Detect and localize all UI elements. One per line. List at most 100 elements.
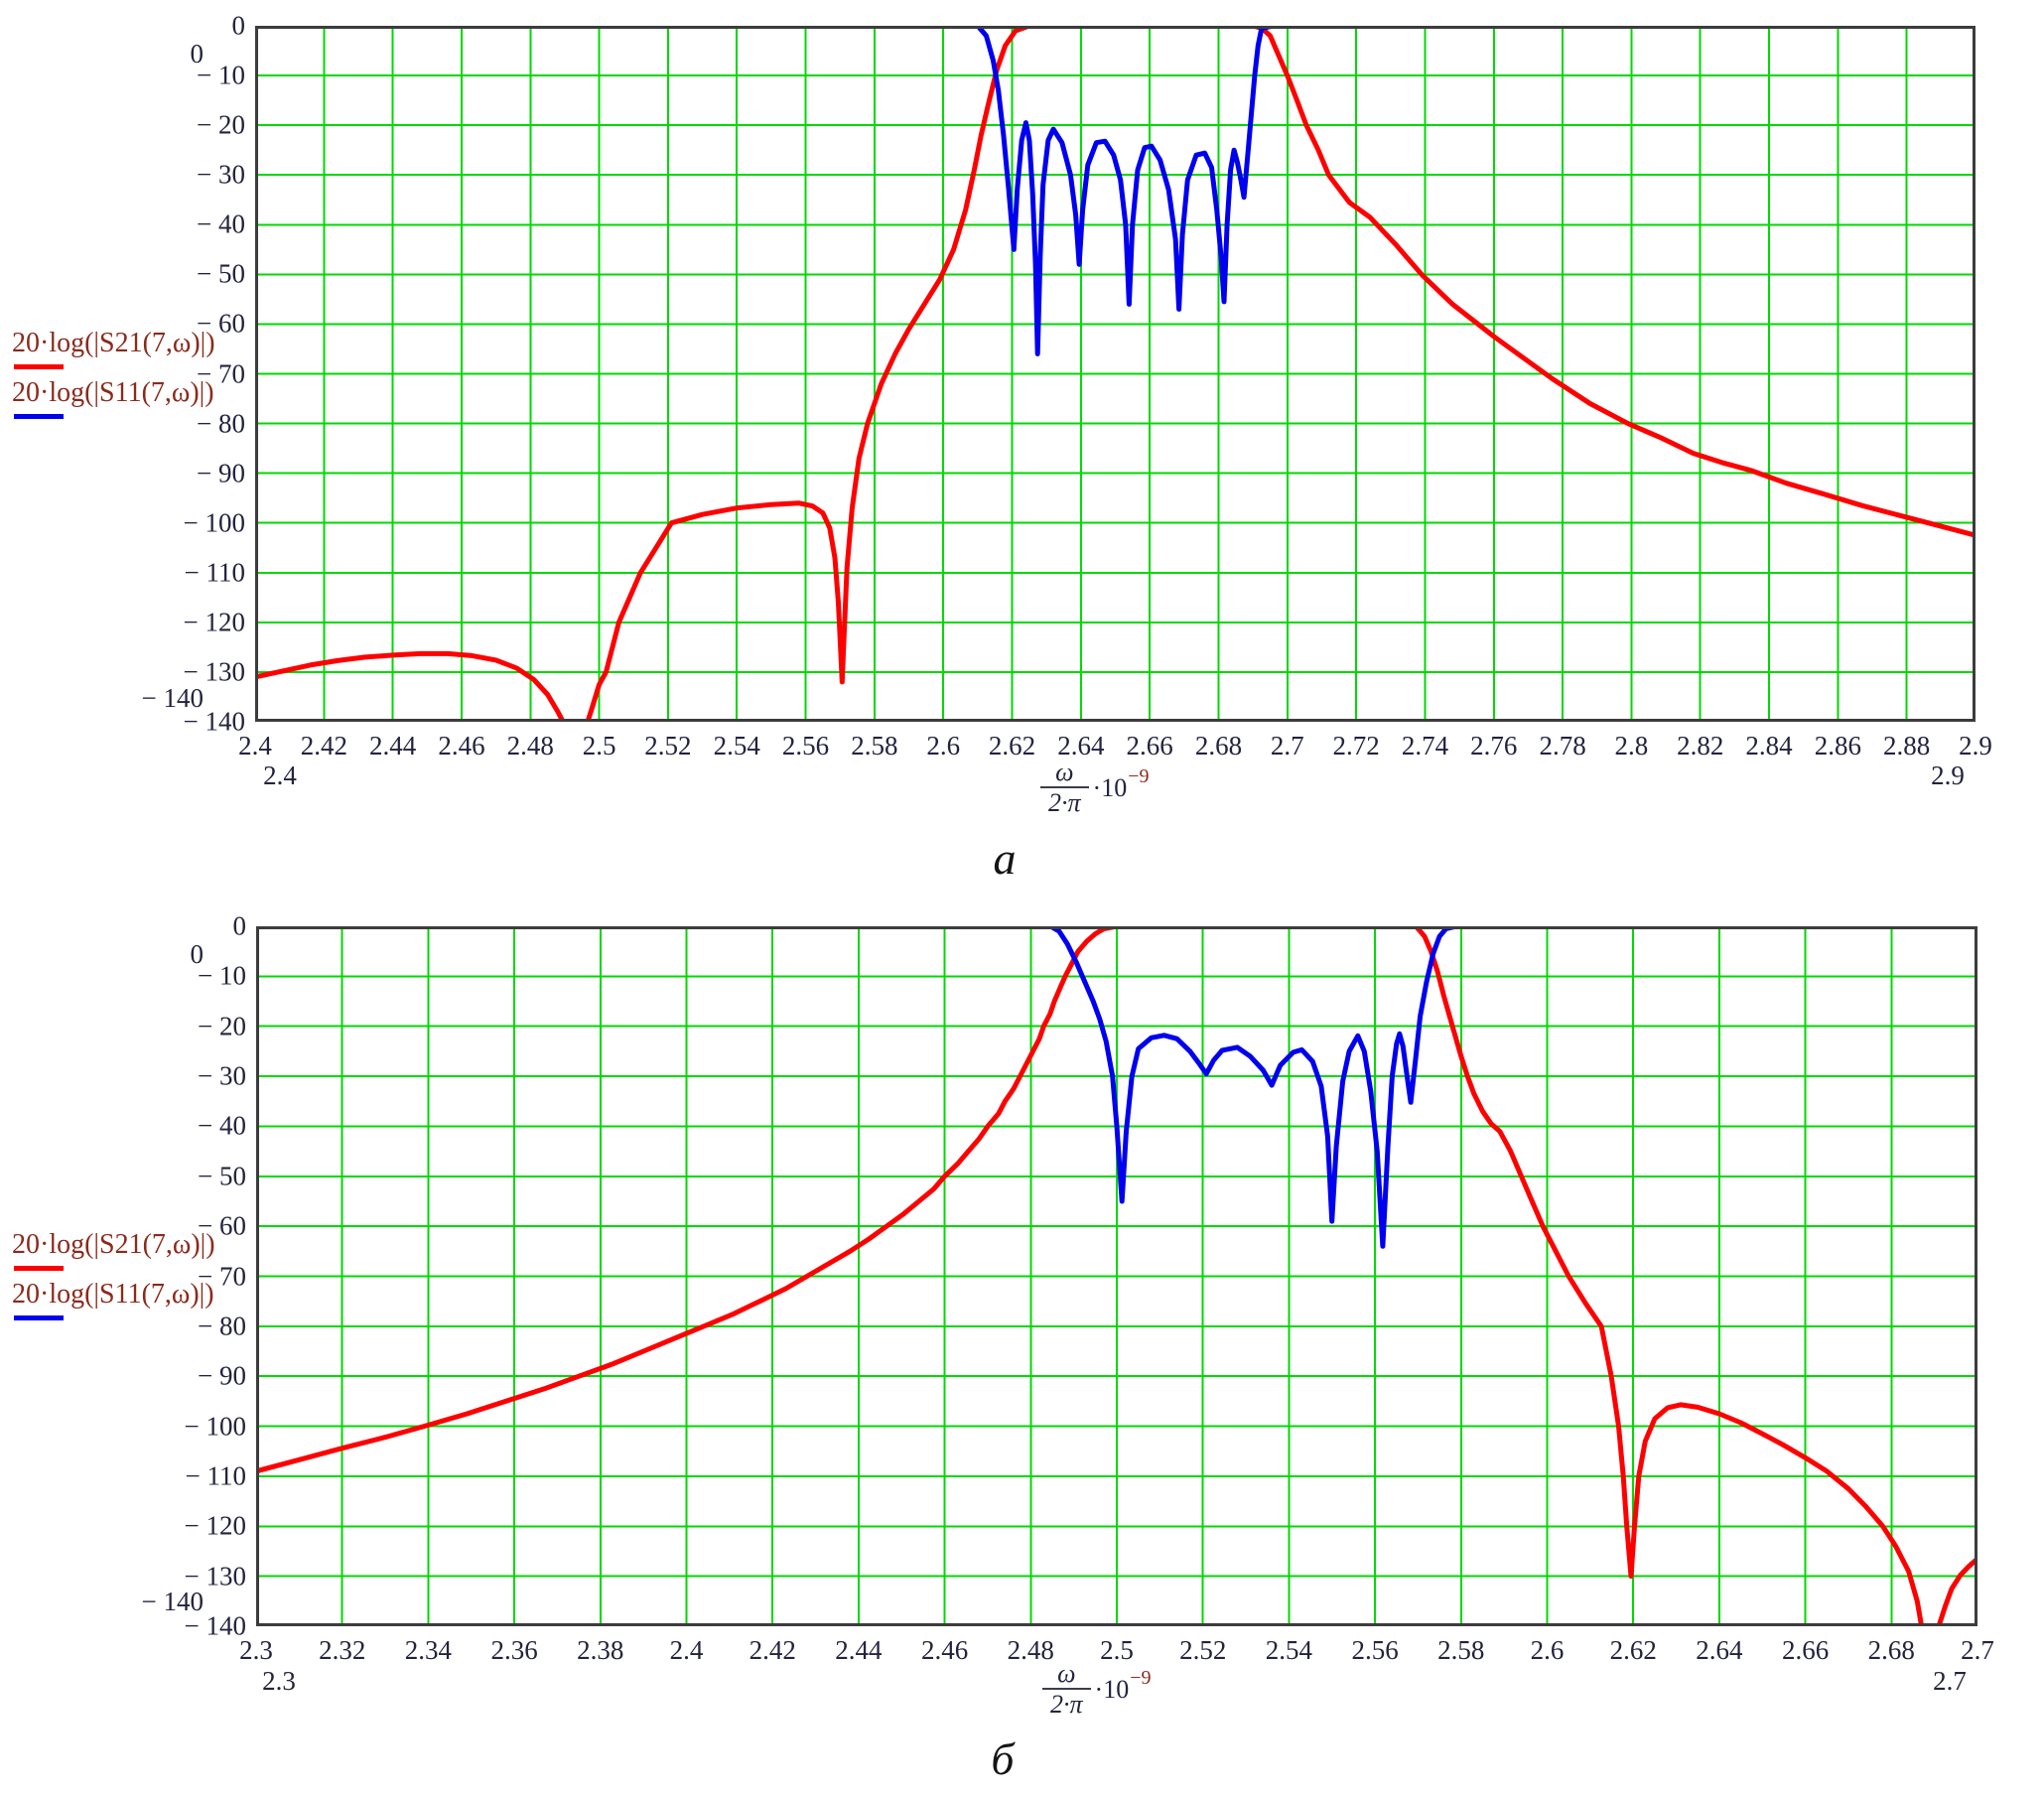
plot-frame: [255, 26, 1976, 722]
x-tick-label: 2.78: [1539, 731, 1586, 760]
x-tick-label: 2.56: [781, 731, 830, 760]
x-tick-label: 2.48: [506, 731, 554, 760]
plot-frame: [256, 926, 1977, 1626]
legend-plot-b: 20·log(|S21(7,ω)|) 20·log(|S11(7,ω)|): [12, 1229, 270, 1328]
omega-fraction: ω 2·π: [1040, 759, 1089, 818]
y-tick-label: − 50: [198, 1161, 246, 1191]
x-tick-label: 2.82: [1677, 731, 1724, 760]
x-axis-label: ω 2·π ·10 −9: [1040, 759, 1149, 818]
x-tick-label: 2.3: [239, 1635, 273, 1665]
plot-b-canvas: [256, 926, 1977, 1626]
x-tick-label: 2.5: [1100, 1635, 1134, 1665]
y-tick-label: − 80: [198, 1311, 246, 1341]
caption-b: б: [991, 1733, 1015, 1784]
x-tick-label: 2.38: [577, 1635, 624, 1665]
x-tick-label: 2.4: [238, 731, 272, 760]
x-tick-label: 2.58: [1437, 1635, 1485, 1665]
x-tick-label: 2.4: [669, 1635, 704, 1665]
legend-item-s21: 20·log(|S21(7,ω)|): [12, 328, 270, 369]
y-tick-label: − 60: [197, 308, 245, 339]
caption-a: а: [993, 833, 1017, 884]
x-axis-left-limit: 2.3: [262, 1666, 296, 1696]
x-tick-label: 2.42: [749, 1635, 796, 1665]
y-tick-label: 0: [232, 910, 247, 941]
y-tick-label: − 110: [185, 1460, 246, 1491]
s11-curve: [256, 926, 1977, 1249]
s21-curve: [255, 26, 1976, 722]
legend-plot-a: 20·log(|S21(7,ω)|) 20·log(|S11(7,ω)|): [12, 328, 270, 427]
y-tick-label: − 90: [198, 1360, 246, 1391]
legend-item-s11: 20·log(|S11(7,ω)|): [12, 1279, 270, 1320]
x-tick-label: 2.56: [1351, 1635, 1399, 1665]
x-axis-label: ω 2·π ·10 −9: [1042, 1660, 1151, 1720]
x-tick-label: 2.54: [1265, 1635, 1313, 1665]
y-tick-label: − 10: [198, 960, 246, 991]
x-axis-right-limit: 2.7: [1933, 1666, 1967, 1696]
x-tick-label: 2.9: [1959, 731, 1992, 760]
y-tick-label: − 130: [184, 1561, 246, 1591]
s11-curve: [255, 26, 1976, 356]
y-axis-lower-limit: − 140: [141, 683, 204, 713]
y-tick-label: − 20: [198, 1011, 246, 1041]
x-tick-label: 2.68: [1194, 731, 1243, 760]
x-tick-label: 2.8: [1614, 731, 1649, 760]
x-tick-label: 2.42: [300, 731, 347, 760]
x-tick-label: 2.5: [582, 731, 616, 760]
legend-label-s11: 20·log(|S11(7,ω)|): [12, 377, 214, 408]
x-axis-right-limit: 2.9: [1931, 760, 1965, 790]
y-tick-label: − 100: [183, 507, 245, 538]
x-tick-label: 2.66: [1781, 1635, 1830, 1665]
x-tick-label: 2.64: [1057, 731, 1105, 760]
legend-line-s11: [14, 414, 64, 419]
x-tick-label: 2.72: [1332, 731, 1380, 760]
x-tick-label: 2.6: [1530, 1635, 1565, 1665]
legend-line-s21: [14, 364, 64, 369]
x-tick-label: 2.32: [319, 1635, 366, 1665]
y-tick-label: − 110: [184, 557, 245, 588]
plot-a-canvas: [255, 26, 1976, 722]
y-tick-label: − 100: [184, 1411, 246, 1442]
x-tick-label: 2.88: [1883, 731, 1931, 760]
grid: [256, 926, 1977, 1626]
legend-item-s11: 20·log(|S11(7,ω)|): [12, 377, 270, 419]
y-tick-label: 0: [231, 10, 246, 41]
x-tick-label: 2.62: [988, 731, 1036, 760]
y-tick-label: − 120: [184, 1510, 246, 1541]
y-tick-label: − 40: [198, 1110, 246, 1141]
x-tick-label: 2.52: [1179, 1635, 1227, 1665]
x-tick-label: 2.64: [1696, 1635, 1743, 1665]
x-tick-label: 2.46: [438, 731, 485, 760]
y-tick-label: − 120: [183, 607, 245, 637]
y-tick-label: − 60: [198, 1210, 246, 1241]
x-tick-label: 2.86: [1814, 731, 1861, 760]
legend-label-s21: 20·log(|S21(7,ω)|): [12, 1229, 215, 1260]
y-tick-label: − 10: [197, 60, 245, 90]
y-tick-label: − 90: [197, 458, 245, 488]
x-tick-label: 2.7: [1270, 731, 1304, 760]
x-tick-label: 2.44: [369, 731, 417, 760]
x-tick-label: 2.66: [1126, 731, 1173, 760]
y-tick-label: − 80: [197, 408, 245, 439]
grid: [255, 26, 1976, 722]
x-tick-label: 2.84: [1745, 731, 1793, 760]
y-tick-label: − 40: [197, 208, 245, 239]
y-tick-label: − 20: [197, 109, 245, 140]
y-axis-upper-limit: 0: [190, 939, 204, 969]
x-tick-label: 2.54: [713, 731, 760, 760]
x-tick-label: 2.46: [920, 1635, 969, 1665]
x-tick-label: 2.7: [1961, 1635, 1994, 1665]
x-tick-label: 2.36: [490, 1635, 538, 1665]
x-tick-label: 2.58: [851, 731, 898, 760]
y-tick-label: − 140: [183, 706, 245, 737]
x-tick-label: 2.76: [1470, 731, 1518, 760]
legend-line-s11: [14, 1315, 64, 1320]
legend-label-s21: 20·log(|S21(7,ω)|): [12, 328, 215, 358]
x-tick-label: 2.68: [1867, 1635, 1915, 1665]
y-tick-label: − 70: [197, 358, 245, 388]
x-tick-label: 2.74: [1401, 731, 1449, 760]
s21-curve: [256, 926, 1977, 1626]
omega-fraction: ω 2·π: [1042, 1660, 1091, 1720]
y-tick-label: − 50: [197, 258, 245, 289]
y-axis-upper-limit: 0: [190, 39, 204, 69]
